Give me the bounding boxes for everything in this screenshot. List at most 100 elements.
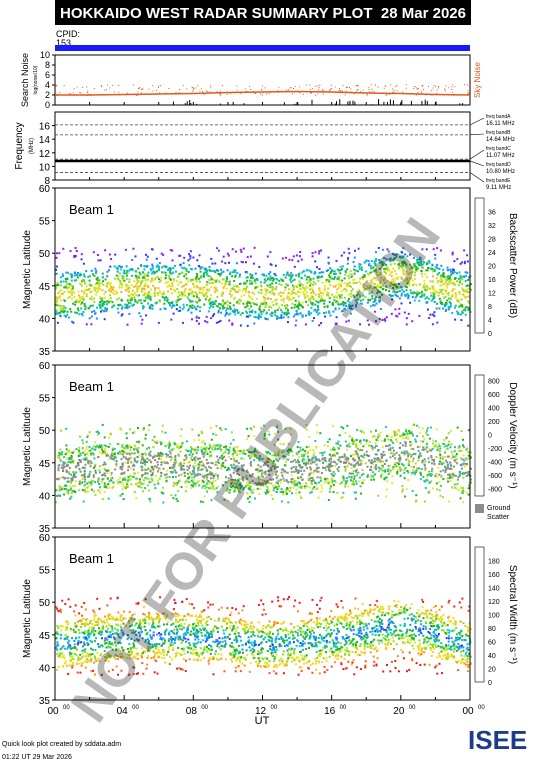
noise-dot [133,84,134,85]
scatter-cell [198,434,200,436]
scatter-cell [67,272,69,274]
scatter-cell [293,297,295,299]
scatter-cell [66,448,68,450]
scatter-cell [389,444,391,446]
noise-dot [152,85,153,86]
scatter-cell [198,265,200,267]
scatter-cell [191,484,193,486]
scatter-cell [225,313,227,315]
scatter-cell [219,427,221,429]
scatter-cell [463,290,465,292]
scatter-cell [204,320,206,322]
noise-dot [109,87,110,88]
scatter-cell [112,288,114,290]
scatter-cell [103,293,105,295]
scatter-cell [91,270,93,272]
scatter-cell [107,483,109,485]
scatter-cell [177,500,179,502]
scatter-cell [355,270,357,272]
scatter-cell [164,265,166,267]
freq-band-label: freq bandA [486,114,511,120]
scatter-cell [183,292,185,294]
scatter-cell [157,276,159,278]
scatter-cell [367,466,369,468]
scatter-cell [401,434,403,436]
scatter-cell [60,310,62,312]
scatter-cell [330,271,332,273]
scatter-cell [206,483,208,485]
scatter-cell [203,289,205,291]
scatter-cell [226,276,228,278]
scatter-cell [434,311,436,313]
scatter-cell [246,428,248,430]
scatter-cell [264,303,266,305]
scatter-cell [203,273,205,275]
noise-dot [413,88,414,89]
colorbar-tick-label: 28 [488,237,496,244]
scatter-cell [147,256,149,258]
scatter-cell [83,274,85,276]
scatter-cell [155,475,157,477]
scatter-cell [150,304,152,306]
scatter-cell [196,273,198,275]
scatter-cell [293,255,295,257]
noise-dot [141,89,142,90]
scatter-cell [433,446,435,448]
scatter-cell [328,263,330,265]
noise-dot [227,94,228,95]
scatter-cell [272,312,274,314]
noise-ytick-label: 2 [45,90,50,100]
scatter-cell [158,322,160,324]
scatter-cell [77,307,79,309]
scatter-cell [98,483,100,485]
scatter-cell [264,299,266,301]
scatter-cell [165,277,167,279]
scatter-cell [128,291,130,293]
scatter-cell [236,302,238,304]
scatter-cell [180,435,182,437]
scatter-cell [323,303,325,305]
scatter-cell [117,278,119,280]
scatter-cell [442,293,444,295]
scatter-cell [264,282,266,284]
scatter-cell [171,450,173,452]
scatter-cell [235,291,237,293]
noise-dot [269,93,270,94]
scatter-cell [352,458,354,460]
scatter-cell [328,296,330,298]
scatter-cell [302,284,304,286]
scatter-cell [321,459,323,461]
scatter-cell [171,302,173,304]
noise-dot [306,85,307,86]
noise-dot [87,92,88,93]
scatter-cell [210,477,212,479]
scatter-cell [335,273,337,275]
scatter-cell [293,471,295,473]
scatter-cell [455,294,457,296]
scatter-cell [260,289,262,291]
freq-band-label: freq bandE [486,178,511,184]
scatter-cell [192,453,194,455]
scatter-cell [84,467,86,469]
scatter-cell [67,291,69,293]
scatter-cell [218,462,220,464]
scatter-cell [318,276,320,278]
scatter-cell [420,472,422,474]
scatter-cell [200,288,202,290]
scatter-cell [220,444,222,446]
scatter-cell [445,278,447,280]
noise-dot [312,88,313,89]
scatter-cell [214,271,216,273]
scatter-cell [86,448,88,450]
scatter-cell [56,252,58,254]
scatter-cell [425,447,427,449]
scatter-cell [269,284,271,286]
scatter-cell [206,476,208,478]
noise-dot [421,91,422,92]
scatter-cell [148,459,150,461]
scatter-cell [303,470,305,472]
scatter-cell [78,313,80,315]
noise-dot [422,85,423,86]
scatter-cell [324,285,326,287]
scatter-cell [317,301,319,303]
